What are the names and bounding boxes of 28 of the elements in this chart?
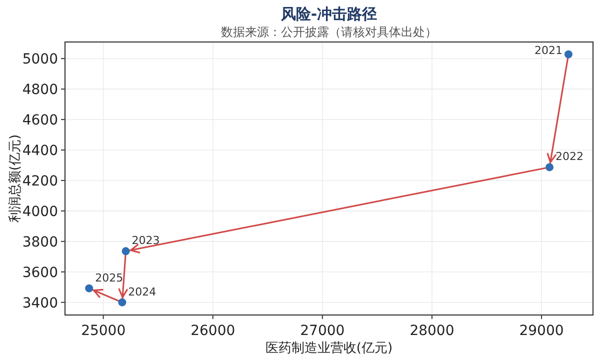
annotation: 2025 [95,271,124,284]
y-tick-label: 4600 [22,112,58,129]
x-tick-label: 29000 [519,323,564,339]
annotation: 2021 [534,44,562,57]
y-axis-title: 利润总额(亿元) [8,134,23,223]
y-tick-label: 4200 [22,173,58,190]
x-axis-title: 医药制造业营收(亿元) [265,341,393,356]
y-tick-label: 4000 [22,204,58,220]
y-tick-label: 3800 [22,234,58,250]
annotation: 2023 [132,234,160,248]
y-tick-label: 3400 [22,295,58,312]
x-tick-label: 25000 [81,323,126,339]
x-tick-label: 27000 [300,323,345,339]
y-tick-label: 4400 [22,143,58,160]
y-tick-label: 5000 [22,52,58,68]
x-tick-label: 26000 [190,323,236,339]
y-tick-label: 4800 [22,82,58,98]
point [546,163,554,172]
point [122,247,130,256]
x-tick-label: 28000 [410,323,454,339]
point [118,298,126,306]
chart-subtitle: 数据来源：公开披露（请核对具体出处） [221,25,437,39]
point [564,50,572,58]
y-tick-label: 3600 [22,264,58,281]
annotation: 2024 [128,285,156,298]
point [85,284,94,292]
chart-title: 风险-冲击路径 [280,5,378,23]
annotation: 2022 [556,150,584,164]
